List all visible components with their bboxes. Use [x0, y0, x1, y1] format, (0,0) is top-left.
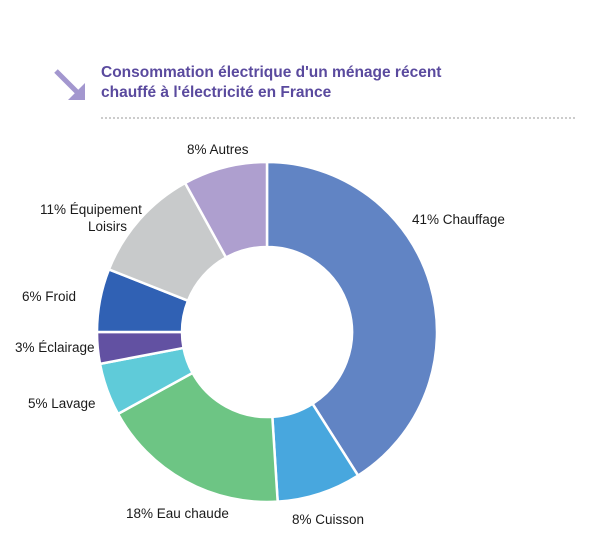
slice-label: 8% Cuisson: [292, 512, 364, 527]
slice-label: 11% Équipement Loisirs: [40, 202, 142, 234]
chart-title-line1: Consommation électrique d'un ménage réce…: [101, 64, 441, 81]
donut-slice: [265, 160, 439, 478]
donut-slices: [95, 160, 439, 504]
donut-labels: 41% Chauffage 8% Cuisson 18% Eau chaude 5% …: [15, 142, 505, 527]
chart-title-line2: chauffé à l'électricité en France: [101, 84, 332, 101]
donut-slice: [183, 160, 269, 260]
slice-label: 41% Chauffage: [412, 212, 505, 227]
slice-label: 6% Froid: [22, 289, 76, 304]
arrow-down-right-icon: [54, 69, 85, 100]
donut-slice: [116, 371, 280, 504]
slice-label: 18% Eau chaude: [126, 506, 229, 521]
slice-label: 8% Autres: [187, 142, 249, 157]
slice-label: 3% Éclairage: [15, 340, 95, 355]
slice-label: 5% Lavage: [28, 396, 96, 411]
